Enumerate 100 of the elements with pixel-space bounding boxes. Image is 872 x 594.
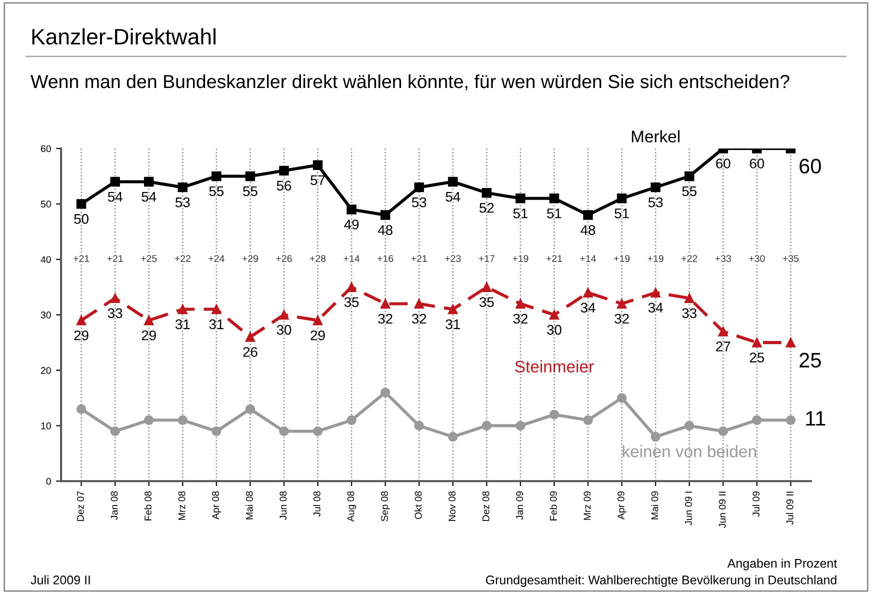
annotation: +30 [749,255,765,262]
point [752,338,762,348]
x-tick-label: Nov 08 [448,491,456,521]
y-tick-label: 0 [46,478,51,485]
point [516,194,526,204]
x-tick-label: Apr 09 [618,491,626,520]
data-label: 55 [682,186,696,196]
data-label: 56 [276,180,292,191]
annotation: +22 [174,255,190,262]
data-label: 33 [108,308,122,318]
data-label: 51 [547,208,562,218]
data-label: 57 [310,175,325,186]
y-tick-label: 10 [41,422,51,430]
x-tick-label: Sep 08 [381,491,390,522]
annotation: +33 [715,255,731,262]
point [110,426,120,436]
data-label: 55 [243,186,258,196]
point [380,298,390,309]
text: Juli 2009 II [30,575,90,584]
point [549,194,560,204]
x-tick-label: Aug 08 [347,491,356,522]
x-tick-label: Mrz 09 [584,491,591,520]
point [380,210,390,220]
point [684,171,694,182]
x-tick-label: Feb 09 [550,491,557,520]
data-label: 33 [682,308,696,318]
x-tick-label: Jan 09 [516,491,524,520]
y-tick-label: 60 [41,145,51,152]
point [583,210,593,220]
y-tick-label: 20 [40,366,51,374]
point [549,310,560,320]
series-label: keinen von beiden [622,445,756,458]
x-tick-label: Jun 08 [280,491,287,520]
annotation: +21 [74,255,90,262]
point [616,298,627,309]
data-label: 32 [614,314,629,324]
data-label: 31 [446,319,460,330]
data-label: 34 [648,302,663,313]
point [414,298,424,309]
annotation: +21 [546,255,562,262]
annotation: +24 [208,255,224,262]
data-label: 11 [806,411,826,426]
data-label: 50 [74,214,88,224]
chart-title: Kanzler-Direktwahl [32,28,216,45]
data-label: 53 [412,197,426,208]
point [212,426,222,436]
data-label: 53 [175,197,190,208]
point [752,415,762,426]
point [245,171,256,182]
data-label: 26 [243,347,258,357]
data-label: 32 [412,314,426,324]
point [144,316,154,326]
point [212,171,222,182]
x-tick-label: Jul 08 [313,491,320,517]
annotation: +35 [782,255,799,262]
point [245,332,256,342]
point [583,415,593,426]
annotation: +25 [141,255,157,262]
x-tick-label: Jul 09 [752,491,760,517]
data-label: 25 [800,352,821,368]
data-label: 54 [446,192,460,202]
point [346,415,356,426]
annotation: +19 [648,255,664,262]
point [516,420,526,431]
x-tick-label: Dez 07 [77,491,84,521]
annotation: +19 [512,255,528,262]
data-label: 32 [378,314,392,324]
x-tick-label: Mrz 08 [178,491,186,520]
x-tick-label: Mai 08 [246,491,253,520]
point [549,410,560,420]
annotation: +21 [411,255,427,262]
annotation: +26 [276,255,292,262]
point [279,166,289,176]
point [786,338,796,348]
point [110,176,120,187]
point [76,199,86,209]
data-label: 53 [648,197,663,208]
x-tick-label: Jun 09 I [685,492,692,526]
data-label: 60 [750,158,764,168]
data-label: 32 [513,314,528,324]
point [650,432,660,442]
point [76,316,86,326]
point [448,176,458,187]
data-label: 29 [74,330,88,340]
point [414,420,424,431]
point [380,388,390,398]
data-label: 54 [108,192,122,202]
point [650,182,660,192]
x-tick-label: Apr 08 [212,491,221,520]
point [312,426,323,436]
data-label: 48 [378,225,392,235]
data-label: 52 [480,202,494,213]
point [616,194,627,204]
point [178,304,188,314]
point [583,288,593,298]
data-label: 25 [750,352,764,362]
y-tick-label: 40 [40,256,51,263]
point [414,182,424,192]
x-tick-label: Jan 08 [110,491,118,520]
series-label: Merkel [632,130,680,142]
